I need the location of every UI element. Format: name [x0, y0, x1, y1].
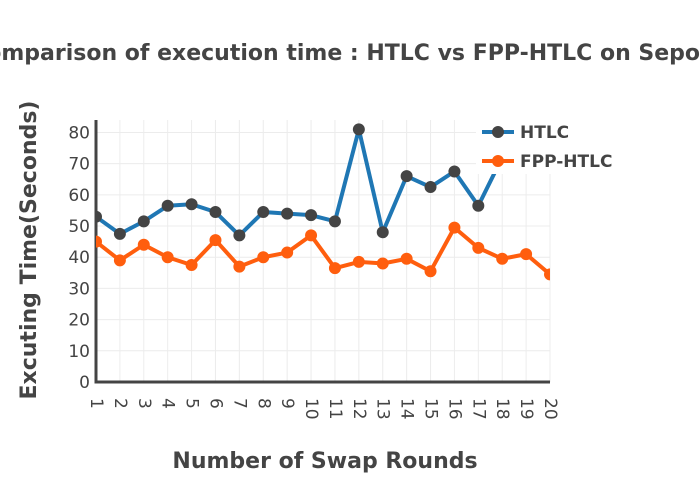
legend[interactable]: HTLC FPP-HTLC	[476, 114, 626, 174]
x-tick-label: 1	[86, 398, 106, 409]
data-point-htlc	[448, 165, 461, 178]
y-tick-label: 20	[68, 311, 90, 331]
data-point-fpp-htlc	[424, 265, 437, 278]
data-point-fpp-htlc	[137, 238, 150, 251]
chart-title: Comparison of execution time : HTLC vs F…	[0, 41, 700, 66]
data-point-fpp-htlc	[233, 260, 246, 273]
x-tick-label: 6	[205, 398, 225, 409]
legend-label: HTLC	[520, 123, 569, 143]
data-point-fpp-htlc	[209, 234, 222, 247]
data-point-htlc	[472, 199, 485, 212]
x-tick-label: 15	[421, 398, 441, 420]
data-point-fpp-htlc	[520, 248, 533, 261]
data-point-fpp-htlc	[257, 251, 270, 264]
data-point-fpp-htlc	[544, 268, 550, 281]
x-tick-label: 16	[444, 398, 464, 420]
data-point-fpp-htlc	[448, 221, 461, 234]
series-group	[96, 120, 550, 281]
x-tick-label: 9	[277, 398, 297, 409]
x-tick-labels: 1 2 3 4 5 6 7 8 9 10 11 12 13 14 15 16 17 18 19 20	[86, 398, 560, 420]
x-tick-label: 7	[229, 398, 249, 409]
x-tick-label: 10	[301, 398, 321, 420]
data-point-fpp-htlc	[185, 259, 198, 272]
data-point-htlc	[209, 206, 222, 219]
y-tick-label: 60	[68, 186, 90, 206]
x-tick-label: 5	[182, 398, 202, 409]
data-point-htlc	[257, 206, 270, 219]
data-point-htlc	[96, 210, 102, 223]
data-point-htlc	[424, 181, 437, 194]
data-point-htlc	[185, 198, 198, 211]
x-tick-label: 20	[540, 398, 560, 420]
x-tick-label: 19	[516, 398, 536, 420]
data-point-htlc	[113, 227, 126, 240]
y-tick-label: 40	[68, 248, 90, 268]
data-point-htlc	[352, 123, 365, 136]
x-tick-label: 18	[492, 398, 512, 420]
x-axis-title: Number of Swap Rounds	[172, 449, 477, 474]
data-point-htlc	[233, 229, 246, 242]
legend-swatch-marker	[492, 126, 504, 138]
data-point-htlc	[305, 209, 318, 222]
y-tick-label: 50	[68, 217, 90, 237]
data-point-fpp-htlc	[328, 262, 341, 275]
x-tick-label: 12	[349, 398, 369, 420]
legend-swatch-marker	[492, 155, 504, 167]
data-point-fpp-htlc	[161, 251, 174, 264]
y-tick-label: 70	[68, 155, 90, 175]
y-tick-label: 0	[79, 373, 90, 393]
data-point-fpp-htlc	[352, 255, 365, 268]
data-point-htlc	[281, 207, 294, 220]
y-tick-label: 30	[68, 279, 90, 299]
y-tick-label: 80	[68, 123, 90, 143]
data-point-htlc	[137, 215, 150, 228]
x-tick-label: 2	[110, 398, 130, 409]
y-axis-title: Excuting Time(Seconds)	[17, 101, 42, 400]
x-tick-label: 17	[468, 398, 488, 420]
legend-label: FPP-HTLC	[520, 152, 612, 172]
data-point-htlc	[161, 199, 174, 212]
axes	[94, 120, 550, 384]
data-point-fpp-htlc	[281, 246, 294, 259]
data-point-fpp-htlc	[96, 235, 102, 248]
data-point-fpp-htlc	[400, 252, 413, 265]
legend-item-fpp-htlc[interactable]: FPP-HTLC	[482, 152, 612, 172]
legend-item-htlc[interactable]: HTLC	[482, 123, 569, 143]
x-tick-label: 3	[134, 398, 154, 409]
data-point-fpp-htlc	[496, 252, 509, 265]
y-tick-label: 10	[68, 342, 90, 362]
x-tick-label: 13	[373, 398, 393, 420]
data-point-fpp-htlc	[376, 257, 389, 270]
data-point-fpp-htlc	[113, 254, 126, 267]
data-point-htlc	[400, 170, 413, 183]
data-point-fpp-htlc	[305, 229, 318, 242]
x-tick-label: 4	[158, 398, 178, 409]
y-tick-labels: 0 10 20 30 40 50 60 70 80	[68, 123, 90, 393]
data-point-htlc	[376, 226, 389, 239]
x-tick-label: 11	[325, 398, 345, 420]
data-point-fpp-htlc	[472, 241, 485, 254]
x-tick-label: 8	[253, 398, 273, 409]
data-point-htlc	[328, 215, 341, 228]
x-tick-label: 14	[397, 398, 417, 420]
